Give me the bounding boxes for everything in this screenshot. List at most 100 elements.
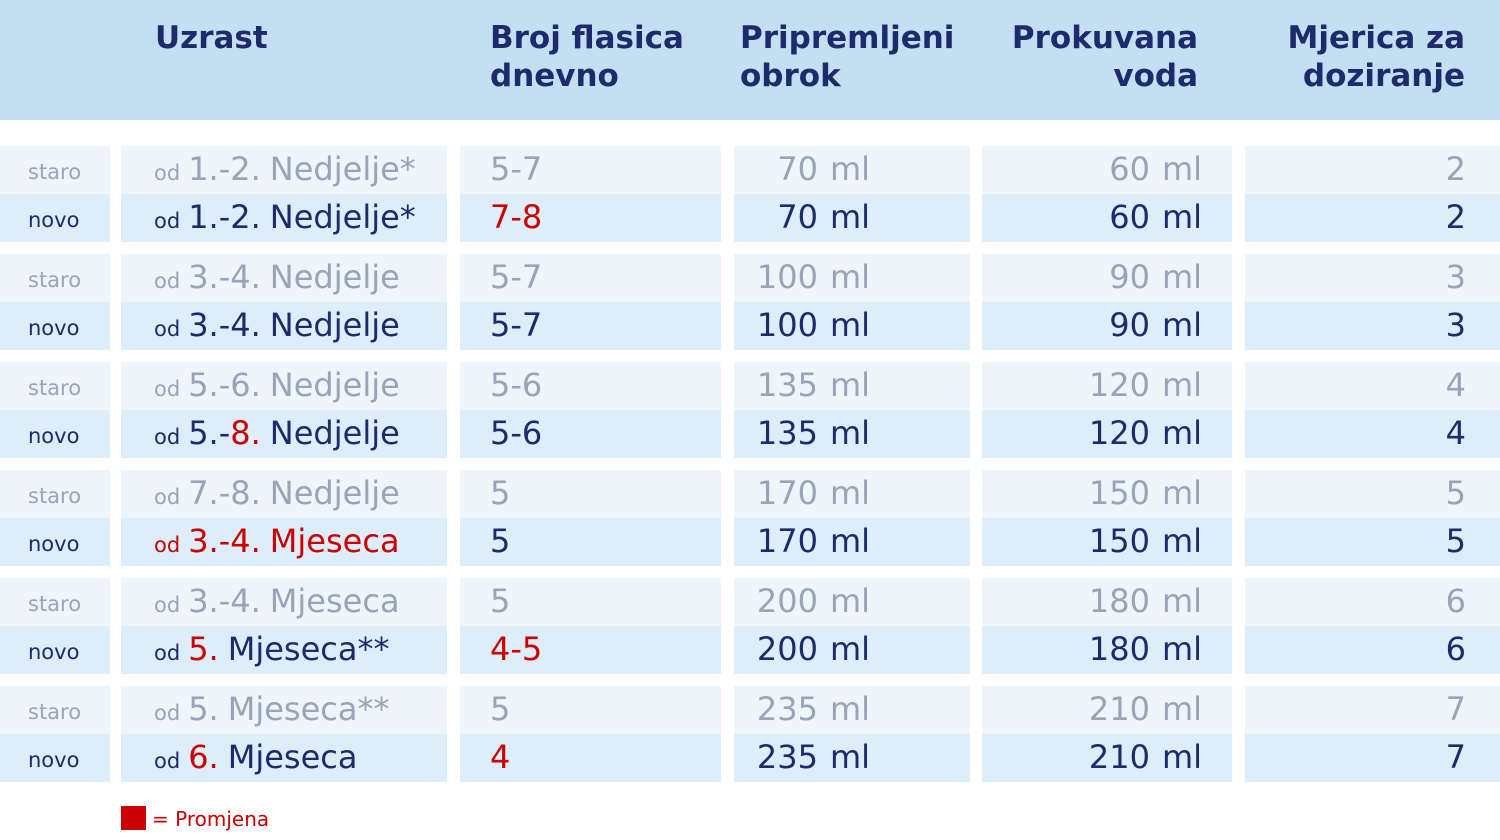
cell-bg bbox=[460, 470, 721, 518]
bottles: 5 bbox=[490, 522, 511, 560]
age-cell: od 3.-4. Mjeseca bbox=[154, 585, 400, 617]
legend-swatch bbox=[121, 806, 146, 830]
meal-unit: ml bbox=[830, 690, 871, 728]
cell-bg bbox=[0, 470, 110, 518]
scoops: 4 bbox=[1445, 366, 1466, 404]
status-label: novo bbox=[28, 748, 80, 772]
status-label: novo bbox=[28, 424, 80, 448]
cell-bg bbox=[121, 686, 447, 734]
age-unit: Mjeseca** bbox=[227, 690, 390, 728]
meal-unit: ml bbox=[830, 474, 871, 512]
bottles: 5-6 bbox=[490, 366, 543, 404]
cell-bg bbox=[734, 734, 970, 782]
age-number: 3.-4. bbox=[188, 522, 261, 560]
cell-bg bbox=[121, 146, 447, 194]
water: 150 bbox=[1088, 474, 1150, 512]
cell-bg bbox=[0, 146, 110, 194]
cell-bg bbox=[1245, 410, 1500, 458]
age-number: 1.-2. bbox=[188, 198, 261, 236]
cell-bg bbox=[121, 302, 447, 350]
cell-bg bbox=[982, 362, 1232, 410]
water-unit: ml bbox=[1162, 258, 1203, 296]
water-unit: ml bbox=[1162, 522, 1203, 560]
scoops: 3 bbox=[1445, 258, 1466, 296]
status-label: staro bbox=[28, 268, 82, 292]
meal: 100 bbox=[756, 258, 818, 296]
meal: 135 bbox=[756, 414, 818, 452]
cell-bg bbox=[121, 578, 447, 626]
age-number: 1.-2. bbox=[188, 150, 261, 188]
water: 210 bbox=[1088, 738, 1150, 776]
scoops: 2 bbox=[1445, 198, 1466, 236]
meal: 100 bbox=[756, 306, 818, 344]
header-band bbox=[0, 0, 1500, 120]
age-number: 5.- bbox=[188, 414, 231, 452]
age-cell: od 3.-4. Mjeseca bbox=[154, 525, 400, 557]
age-cell: od 5. Mjeseca** bbox=[154, 693, 389, 725]
cell-bg bbox=[1245, 146, 1500, 194]
bottles: 5-7 bbox=[490, 258, 543, 296]
age-cell: od 5.-8. Nedjelje bbox=[154, 417, 400, 449]
bottles: 5 bbox=[490, 690, 511, 728]
status-label: novo bbox=[28, 316, 80, 340]
age-cell: od 7.-8. Nedjelje bbox=[154, 477, 400, 509]
cell-bg bbox=[121, 470, 447, 518]
bottles: 7-8 bbox=[490, 198, 543, 236]
cell-bg bbox=[0, 686, 110, 734]
header-label: doziranje bbox=[1302, 58, 1465, 94]
header-label: dnevno bbox=[490, 58, 619, 94]
age-number: 7.-8. bbox=[188, 474, 261, 512]
water-unit: ml bbox=[1162, 474, 1203, 512]
meal: 170 bbox=[756, 522, 818, 560]
age-prefix: od bbox=[154, 641, 181, 665]
cell-bg bbox=[460, 410, 721, 458]
cell-bg bbox=[1245, 626, 1500, 674]
water-unit: ml bbox=[1162, 738, 1203, 776]
water: 120 bbox=[1088, 414, 1150, 452]
cell-bg bbox=[982, 518, 1232, 566]
cell-bg bbox=[121, 410, 447, 458]
cell-bg bbox=[121, 518, 447, 566]
cell-bg bbox=[1245, 518, 1500, 566]
age-cell: od 1.-2. Nedjelje* bbox=[154, 153, 416, 185]
cell-bg bbox=[982, 578, 1232, 626]
cell-bg bbox=[1245, 302, 1500, 350]
scoops: 5 bbox=[1445, 474, 1466, 512]
scoops: 2 bbox=[1445, 150, 1466, 188]
cell-bg bbox=[982, 146, 1232, 194]
age-prefix: od bbox=[154, 317, 181, 341]
water-unit: ml bbox=[1162, 414, 1203, 452]
cell-bg bbox=[0, 254, 110, 302]
scoops: 4 bbox=[1445, 414, 1466, 452]
age-unit: Mjeseca bbox=[227, 738, 358, 776]
water-unit: ml bbox=[1162, 150, 1203, 188]
age-unit: Nedjelje bbox=[269, 414, 400, 452]
cell-bg bbox=[982, 626, 1232, 674]
header-label: voda bbox=[1113, 58, 1198, 94]
water: 90 bbox=[1109, 306, 1150, 344]
cell-bg bbox=[0, 626, 110, 674]
cell-bg bbox=[982, 302, 1232, 350]
bottles: 4 bbox=[490, 738, 511, 776]
cell-bg bbox=[734, 470, 970, 518]
cell-bg bbox=[121, 626, 447, 674]
header-label: Broj flasica bbox=[490, 20, 684, 56]
bottles: 5 bbox=[490, 582, 511, 620]
status-label: staro bbox=[28, 592, 82, 616]
cell-bg bbox=[0, 734, 110, 782]
cell-bg bbox=[460, 686, 721, 734]
water: 60 bbox=[1109, 198, 1150, 236]
meal-unit: ml bbox=[830, 630, 871, 668]
cell-bg bbox=[1245, 362, 1500, 410]
meal: 170 bbox=[756, 474, 818, 512]
cell-bg bbox=[1245, 254, 1500, 302]
status-label: novo bbox=[28, 640, 80, 664]
water-unit: ml bbox=[1162, 582, 1203, 620]
scoops: 5 bbox=[1445, 522, 1466, 560]
cell-bg bbox=[121, 194, 447, 242]
status-label: novo bbox=[28, 532, 80, 556]
age-cell: od 3.-4. Nedjelje bbox=[154, 309, 400, 341]
age-number: 3.-4. bbox=[188, 582, 261, 620]
meal-unit: ml bbox=[830, 258, 871, 296]
age-prefix: od bbox=[154, 485, 181, 509]
